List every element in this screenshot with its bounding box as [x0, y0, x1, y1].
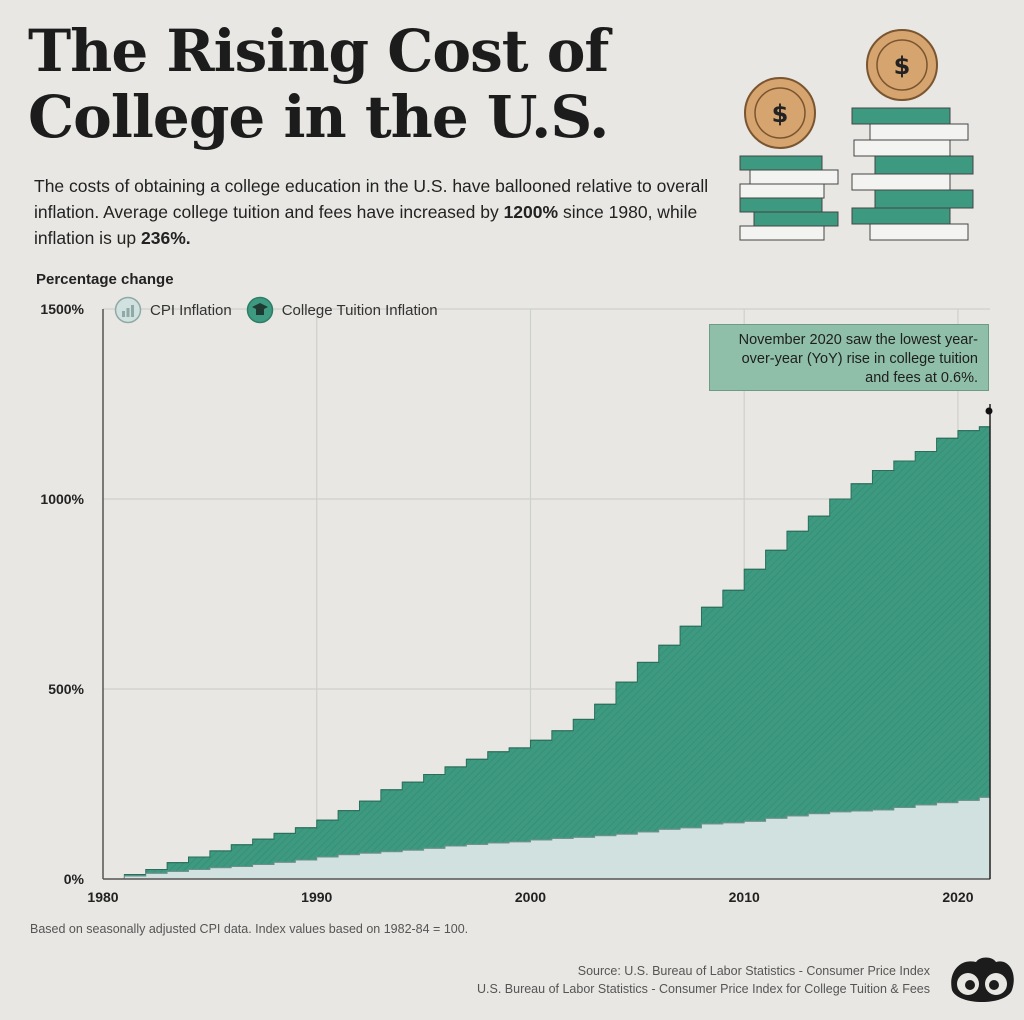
y-tick-label: 0%: [64, 871, 85, 887]
title-line-2: College in the U.S.: [28, 83, 609, 151]
legend-item-tuition: College Tuition Inflation: [246, 296, 438, 324]
legend-label-cpi: CPI Inflation: [150, 301, 232, 319]
subtitle-text-2: since 1980, while inflation is up: [34, 202, 698, 248]
legend-item-cpi: CPI Inflation: [114, 296, 232, 324]
footnote: Based on seasonally adjusted CPI data. I…: [30, 922, 469, 936]
source-credit: Source: U.S. Bureau of Labor Statistics …: [477, 962, 930, 998]
svg-text:$: $: [894, 52, 911, 80]
books-coins-illustration: $ $: [739, 29, 974, 241]
page-title: The Rising Cost of College in the U.S.: [28, 17, 609, 151]
annotation-box: November 2020 saw the lowest year-over-y…: [709, 324, 989, 391]
publisher-logo-icon: [951, 957, 1014, 1002]
subtitle-highlight-tuition: 1200%: [503, 202, 559, 222]
source-line-2: U.S. Bureau of Labor Statistics - Consum…: [477, 982, 930, 996]
x-tick-label: 2000: [515, 889, 546, 905]
subtitle: The costs of obtaining a college educati…: [34, 173, 724, 251]
cpi-chart-icon: [114, 296, 142, 324]
y-tick-label: 1000%: [40, 491, 84, 507]
y-tick-label: 1500%: [40, 301, 84, 317]
x-tick-label: 2020: [942, 889, 973, 905]
x-tick-label: 2010: [729, 889, 760, 905]
x-tick-label: 1980: [87, 889, 118, 905]
source-line-1: Source: U.S. Bureau of Labor Statistics …: [577, 964, 930, 978]
y-axis-label: Percentage change: [36, 271, 174, 288]
annotation-marker: [985, 407, 993, 415]
svg-text:$: $: [772, 100, 789, 128]
chart-legend: CPI Inflation College Tuition Inflation: [114, 296, 452, 324]
coin-icon: $: [744, 77, 816, 149]
book-stack-right-icon: [851, 107, 974, 241]
coin-icon: $: [866, 29, 938, 101]
subtitle-highlight-inflation: 236%.: [141, 228, 191, 248]
y-tick-label: 500%: [48, 681, 84, 697]
subtitle-text-1: The costs of obtaining a college educati…: [34, 176, 709, 222]
graduation-cap-icon: [246, 296, 273, 324]
title-line-1: The Rising Cost of: [28, 17, 609, 85]
x-tick-label: 1990: [301, 889, 332, 905]
legend-label-tuition: College Tuition Inflation: [281, 301, 438, 319]
book-stack-left-icon: [739, 155, 839, 241]
tuition-hatch: [103, 426, 990, 879]
